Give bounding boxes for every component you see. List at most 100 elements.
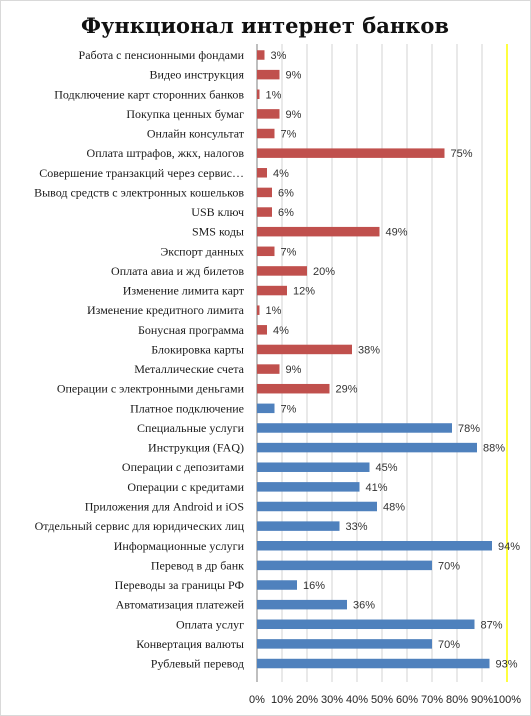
data-label: 16% [303, 580, 325, 592]
bar-row: USB ключ 6% [191, 205, 294, 219]
category-label: Конвертация валюты [136, 637, 244, 651]
data-label: 38% [358, 344, 380, 356]
bar [257, 266, 307, 276]
category-label: Бонусная программа [138, 323, 245, 337]
bar-row: Экспорт данных 7% [160, 244, 296, 258]
bar-row: Отдельный сервис для юридических лиц 33% [35, 519, 368, 533]
bar-row: Совершение транзакций через сервис… 4% [39, 166, 289, 180]
x-tick-label: 30% [321, 694, 343, 706]
x-tick-label: 40% [346, 694, 368, 706]
x-tick-label: 10% [271, 694, 293, 706]
bar-row: Информационные услуги 94% [114, 539, 521, 553]
category-label: Изменение лимита карт [123, 284, 245, 298]
category-label: Изменение кредитного лимита [87, 303, 245, 317]
bar-row: Блокировка карты 38% [151, 342, 380, 356]
bar [257, 148, 445, 158]
data-label: 9% [286, 364, 302, 376]
category-label: Инструкция (FAQ) [148, 441, 244, 455]
bar-row: Платное подключение 7% [130, 401, 296, 415]
data-label: 93% [496, 659, 518, 671]
bar [257, 226, 380, 237]
bar-row: Перевод в др банк 70% [151, 558, 460, 572]
bar [257, 639, 432, 649]
category-label: SMS коды [192, 225, 244, 239]
data-label: 29% [336, 384, 358, 396]
bar [257, 50, 265, 60]
bar [257, 521, 340, 531]
bar [257, 89, 260, 100]
bar-row: Автоматизация платежей 36% [116, 598, 376, 612]
bar [257, 128, 275, 139]
category-label: Подключение карт сторонних банков [54, 87, 244, 101]
bar [257, 619, 475, 630]
category-label: Отдельный сервис для юридических лиц [35, 519, 245, 533]
data-label: 33% [346, 521, 368, 533]
category-label: Специальные услуги [137, 421, 245, 435]
bar-row: Конвертация валюты 70% [136, 637, 460, 651]
category-label: Приложения для Android и iOS [85, 499, 244, 513]
data-label: 48% [383, 501, 405, 513]
bar [257, 482, 360, 492]
bar-row: Операции с депозитами 45% [122, 460, 398, 474]
bar-row: Видео инструкция 9% [150, 68, 302, 82]
bar [257, 423, 452, 433]
bar [257, 325, 267, 335]
x-tick-label: 0% [249, 694, 265, 706]
bar-row: Специальные услуги 78% [137, 421, 480, 435]
data-label: 1% [266, 305, 282, 317]
data-label: 94% [498, 541, 520, 553]
data-label: 20% [313, 266, 335, 278]
data-label: 78% [458, 423, 480, 435]
bar-row: Изменение лимита карт 12% [123, 284, 316, 298]
category-label: Информационные услуги [114, 539, 245, 553]
bar-row: Переводы за границы РФ 16% [115, 578, 326, 592]
bar-row: Оплата авиа и жд билетов 20% [111, 264, 335, 278]
bar [257, 462, 370, 472]
data-label: 12% [293, 286, 315, 298]
data-label: 4% [273, 168, 289, 180]
category-label: Покупка ценных бумаг [126, 107, 244, 121]
category-label: Оплата услуг [176, 617, 244, 631]
bar-row: Операции с кредитами 41% [127, 480, 387, 494]
bar [257, 442, 477, 453]
bar-row: Рублевый перевод 93% [151, 657, 518, 671]
category-label: Онлайн консультат [147, 127, 245, 141]
category-label: Рублевый перевод [151, 657, 244, 671]
data-label: 7% [281, 403, 297, 415]
category-label: Совершение транзакций через сервис… [39, 166, 244, 180]
bar [257, 599, 347, 610]
bar [257, 109, 280, 119]
data-label: 9% [286, 109, 302, 121]
data-label: 87% [481, 619, 503, 631]
category-label: Видео инструкция [150, 68, 245, 82]
category-label: Автоматизация платежей [116, 598, 245, 612]
bar-row: Бонусная программа 4% [138, 323, 289, 337]
data-label: 75% [451, 148, 473, 160]
bar-row: Онлайн консультат 7% [147, 127, 297, 141]
data-label: 6% [278, 187, 294, 199]
bar-row: Вывод средств с электронных кошельков 6% [34, 185, 294, 199]
bar [257, 344, 352, 355]
x-tick-label: 80% [446, 694, 468, 706]
chart-title: Функционал интернет банков [81, 13, 449, 38]
data-label: 45% [376, 462, 398, 474]
bar-row: Приложения для Android и iOS 48% [85, 499, 406, 513]
bar [257, 560, 432, 571]
x-tick-label: 60% [396, 694, 418, 706]
data-label: 9% [286, 70, 302, 82]
bar [257, 187, 272, 198]
data-label: 7% [281, 246, 297, 258]
category-label: Блокировка карты [151, 342, 244, 356]
bar [257, 580, 297, 590]
category-label: Оплата штрафов, жкх, налогов [87, 146, 245, 160]
bar-row: Оплата услуг 87% [176, 617, 503, 631]
bar [257, 246, 275, 257]
bar-row: Работа с пенсионными фондами 3% [79, 48, 287, 62]
x-axis-ticks: 0% 10% 20% 30% 40% 50% 60% 70% 80% 90% 100% [249, 694, 521, 706]
category-label: Перевод в др банк [151, 558, 244, 572]
bar [257, 305, 260, 315]
x-tick-label: 70% [421, 694, 443, 706]
